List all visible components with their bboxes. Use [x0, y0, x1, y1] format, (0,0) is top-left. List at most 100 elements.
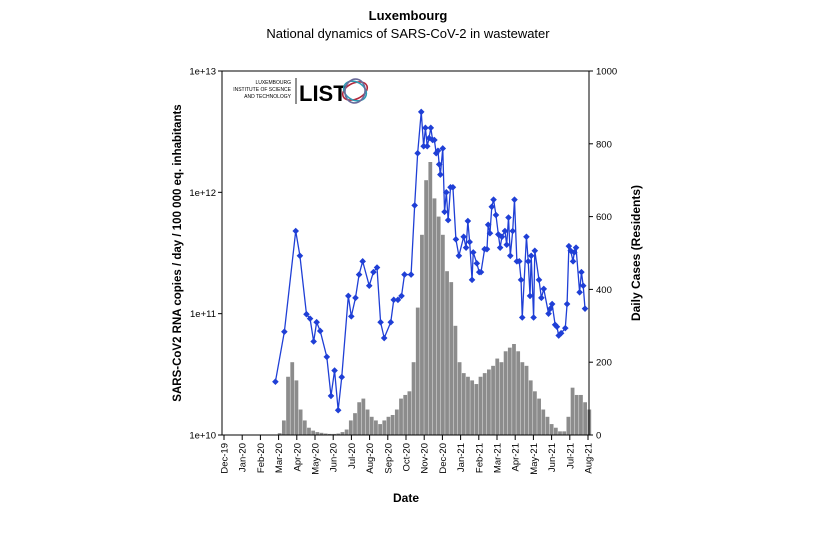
wastewater-point — [370, 268, 377, 276]
x-tick-label: Feb-20 — [256, 443, 267, 473]
case-bar — [512, 344, 516, 435]
wastewater-point — [432, 149, 440, 157]
wastewater-point — [331, 367, 338, 374]
wastewater-point — [439, 145, 447, 152]
case-bar — [499, 362, 504, 435]
case-bar — [311, 430, 316, 435]
wastewater-point — [462, 244, 470, 251]
wastewater-point — [540, 285, 548, 293]
wastewater-point — [407, 271, 415, 278]
case-bar — [507, 347, 512, 435]
x-tick-label: Jan-21 — [456, 443, 467, 472]
wastewater-point — [515, 258, 523, 265]
y-left-tick-label: 1e+10 — [189, 431, 216, 442]
y-axis-right-label: Daily Cases (Residents) — [629, 185, 643, 321]
wastewater-point — [316, 327, 324, 335]
wastewater-point — [538, 294, 545, 302]
wastewater-point — [530, 314, 537, 321]
wastewater-point — [423, 142, 431, 150]
case-bar — [424, 180, 429, 435]
case-bar — [495, 358, 500, 435]
case-bar — [357, 402, 362, 435]
case-bar — [457, 362, 462, 435]
x-axis-label: Date — [393, 491, 419, 505]
x-tick-label: Dec-20 — [438, 443, 449, 474]
y-left-tick-label: 1e+12 — [189, 188, 216, 199]
wastewater-point — [338, 373, 346, 381]
case-bar — [474, 384, 479, 435]
wastewater-point — [435, 161, 443, 168]
wastewater-point — [327, 392, 335, 400]
wastewater-point — [434, 147, 442, 155]
case-bar — [294, 380, 299, 435]
wastewater-point — [296, 252, 304, 260]
x-tick-label: Mar-20 — [274, 443, 285, 473]
wastewater-point — [501, 227, 509, 235]
case-bar — [549, 424, 554, 435]
wastewater-point — [365, 282, 373, 290]
x-tick-label: Dec-19 — [220, 443, 231, 474]
wastewater-point — [496, 244, 504, 251]
logo-wordmark: LIST — [299, 81, 347, 106]
case-bar — [340, 432, 345, 435]
case-bar — [570, 387, 575, 435]
wastewater-point — [352, 294, 359, 302]
wastewater-point — [492, 211, 500, 219]
case-bar — [541, 409, 546, 435]
logo-line-1: LUXEMBOURG — [255, 80, 291, 86]
x-tick-label: Jul-20 — [347, 443, 358, 469]
wastewater-point — [292, 227, 300, 235]
case-bar — [281, 420, 286, 435]
wastewater-point — [557, 329, 565, 337]
wastewater-point — [505, 214, 512, 221]
case-bar — [344, 429, 349, 435]
wastewater-point — [377, 318, 384, 326]
wastewater-point — [517, 276, 525, 284]
case-bar — [428, 162, 433, 435]
logo-line-2: INSTITUTE OF SCIENCE — [233, 87, 291, 93]
wastewater-point — [468, 276, 476, 284]
wastewater-point — [524, 258, 532, 265]
wastewater-point — [518, 314, 526, 321]
case-bar — [537, 398, 541, 435]
case-bar — [545, 416, 550, 435]
y-right-tick-label: 1000 — [596, 67, 617, 78]
wastewater-point — [380, 334, 388, 342]
wastewater-point — [431, 136, 438, 144]
case-bar — [579, 394, 583, 435]
wastewater-point — [477, 268, 485, 276]
case-bar — [562, 431, 567, 435]
daily-cases-bars — [277, 162, 592, 435]
wastewater-point — [569, 258, 577, 265]
case-bar — [524, 365, 529, 435]
wastewater-point — [306, 315, 314, 322]
axes: Dec-19 Jan-20 Feb-20 Mar-20 Apr-20 May-20 Jun-… — [189, 67, 617, 475]
case-bar — [466, 376, 470, 435]
wastewater-point — [484, 221, 492, 229]
case-bar — [290, 362, 295, 435]
case-bar — [386, 416, 391, 435]
case-bar — [440, 234, 445, 435]
case-bar — [382, 420, 387, 435]
wastewater-point — [394, 296, 402, 304]
y-left-tick-label: 1e+11 — [190, 309, 216, 320]
case-bar — [361, 398, 366, 435]
case-bar — [319, 432, 324, 435]
case-bar — [277, 433, 282, 435]
x-tick-label: Aug-21 — [584, 443, 595, 474]
y-right-tick-label: 200 — [596, 358, 612, 369]
x-tick-label: Jun-20 — [329, 443, 340, 472]
case-bar — [503, 351, 508, 435]
case-bar — [478, 376, 483, 435]
wastewater-point — [553, 323, 561, 331]
case-bar — [453, 325, 458, 435]
wastewater-point — [495, 231, 502, 238]
wastewater-point — [411, 202, 418, 209]
chart-subtitle: National dynamics of SARS-CoV-2 in waste… — [266, 26, 550, 41]
case-bar — [482, 373, 487, 435]
logo-line-3: AND TECHNOLOGY — [244, 94, 292, 100]
case-bar — [520, 362, 525, 435]
wastewater-point — [488, 203, 496, 211]
case-bar — [336, 433, 341, 435]
